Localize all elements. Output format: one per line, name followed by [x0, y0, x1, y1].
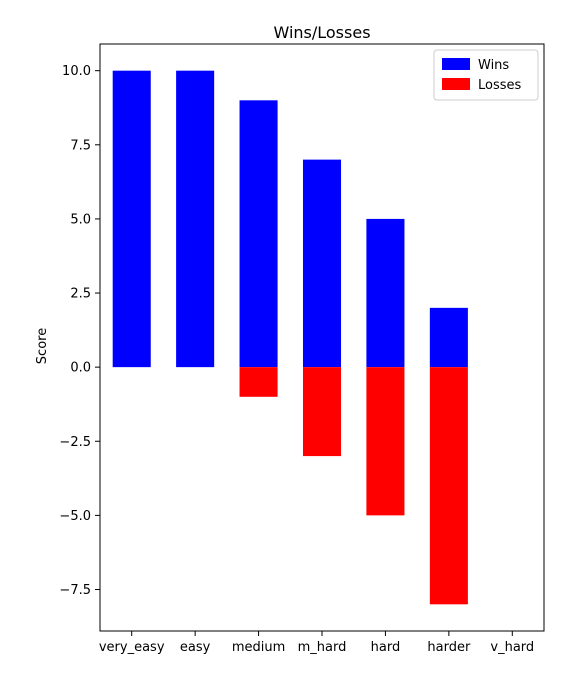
losses-legend-swatch	[442, 78, 470, 90]
y-tick-label: −2.5	[59, 435, 91, 450]
y-tick-label: −5.0	[59, 509, 91, 524]
x-tick-label: v_hard	[490, 640, 534, 655]
y-tick-label: 7.5	[70, 138, 91, 153]
losses-legend-label: Losses	[478, 78, 522, 93]
y-axis-label: Score	[35, 328, 50, 364]
wins-bar-easy	[176, 70, 215, 368]
losses-bar-harder	[429, 367, 468, 605]
x-tick-label: very_easy	[99, 640, 165, 655]
wins-legend-swatch	[442, 58, 470, 70]
x-tick-label: easy	[180, 640, 211, 655]
y-tick-label: 0.0	[70, 361, 91, 376]
bars-group	[112, 70, 468, 605]
y-tick-label: 10.0	[62, 64, 91, 79]
wins-bar-hard	[366, 218, 405, 368]
x-tick-label: harder	[427, 640, 471, 655]
x-axis-ticks: very_easy easy medium m_hard hard harder v_har…	[99, 631, 534, 655]
wins-bar-harder	[429, 307, 468, 368]
y-tick-label: 5.0	[70, 212, 91, 227]
x-tick-label: medium	[232, 640, 285, 655]
wins-legend-label: Wins	[478, 58, 509, 73]
wins-bar-medium	[239, 100, 278, 368]
wins-bar-m-hard	[302, 159, 342, 368]
x-tick-label: hard	[371, 640, 401, 655]
x-tick-label: m_hard	[298, 640, 347, 655]
y-tick-label: 2.5	[70, 287, 91, 302]
y-tick-label: −7.5	[59, 583, 91, 598]
losses-bar-medium	[239, 367, 278, 397]
wins-bar-very-easy	[112, 70, 151, 368]
losses-bar-m-hard	[302, 367, 342, 457]
y-axis-ticks: 10.0 7.5 5.0 2.5 0.0 −2.5 −5.0 −7.5	[59, 64, 100, 598]
chart-title: Wins/Losses	[273, 23, 370, 42]
legend: Wins Losses	[433, 49, 539, 101]
losses-bar-hard	[366, 367, 405, 516]
